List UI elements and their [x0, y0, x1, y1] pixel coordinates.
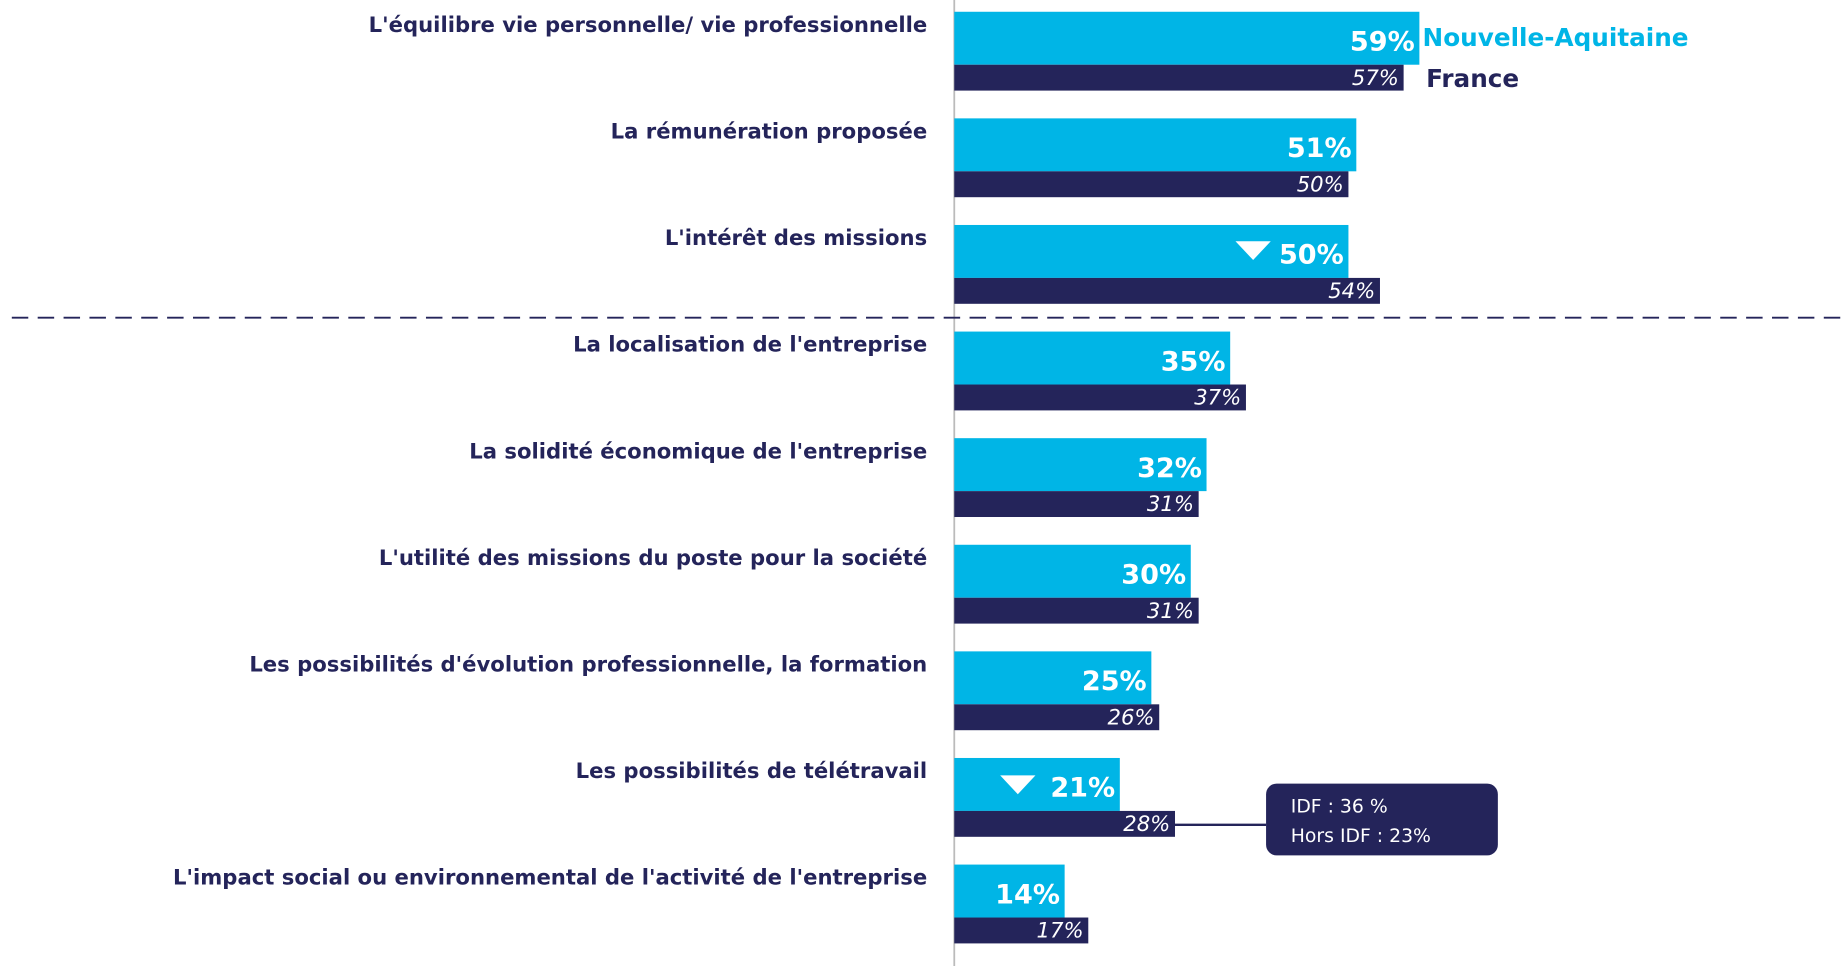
value-label: 30%: [1121, 559, 1186, 590]
legend-label: Nouvelle-Aquitaine: [1423, 23, 1689, 52]
annotation-box: [1266, 783, 1498, 856]
value-label: 14%: [995, 879, 1060, 910]
bar: [954, 757, 1120, 811]
category-label: L'équilibre vie personnelle/ vie profess…: [369, 12, 928, 37]
value-label: 28%: [1123, 811, 1170, 836]
bar: [954, 651, 1152, 705]
decrease-marker: [1000, 775, 1036, 795]
annotation: IDF : 36 %: [1291, 797, 1388, 818]
value-label: 50%: [1279, 240, 1344, 271]
overlay: [1000, 241, 1271, 795]
annotation: Hors IDF : 23%: [1291, 826, 1431, 847]
bar: [954, 277, 1380, 304]
value-label: 31%: [1147, 598, 1194, 623]
value-label: 32%: [1137, 453, 1202, 484]
bar: [954, 810, 1176, 837]
bar: [954, 331, 1231, 385]
value-label: 21%: [1050, 773, 1115, 804]
category-label: Les possibilités de télétravail: [576, 758, 928, 783]
bar: [954, 11, 1420, 65]
bar: [954, 864, 1065, 918]
bar: [954, 224, 1349, 278]
value-label: 37%: [1194, 385, 1241, 410]
bar: [954, 491, 1199, 518]
value-label: 54%: [1328, 278, 1375, 303]
value-label: 31%: [1147, 491, 1194, 516]
value-label: 51%: [1287, 133, 1352, 164]
decrease-marker: [1235, 241, 1271, 261]
bar: [954, 704, 1160, 731]
bar: [954, 544, 1191, 598]
category-label: L'utilité des missions du poste pour la …: [379, 545, 927, 570]
value-label: 17%: [1037, 918, 1084, 943]
value-label: 35%: [1161, 346, 1226, 377]
value-label: 50%: [1297, 171, 1344, 196]
bar: [954, 438, 1207, 492]
category-label: Les possibilités d'évolution professionn…: [249, 651, 927, 676]
bars: L'équilibre vie personnelle/ vie profess…: [173, 11, 1420, 944]
category-label: L'impact social ou environnemental de l'…: [173, 865, 927, 890]
value-label: 26%: [1107, 704, 1154, 729]
value-label: 59%: [1350, 26, 1415, 57]
bar: [954, 597, 1199, 624]
category-label: La solidité économique de l'entreprise: [469, 438, 927, 463]
value-label: 25%: [1082, 666, 1147, 697]
category-label: La rémunération proposée: [611, 118, 928, 143]
bar: [954, 917, 1089, 944]
category-label: L'intérêt des missions: [665, 225, 927, 250]
bar: [954, 64, 1404, 91]
bar: [954, 118, 1357, 172]
bar: [954, 384, 1246, 411]
legend-label: France: [1426, 64, 1519, 93]
category-label: La localisation de l'entreprise: [573, 332, 927, 357]
value-label: 57%: [1352, 65, 1399, 90]
bar: [954, 171, 1349, 198]
